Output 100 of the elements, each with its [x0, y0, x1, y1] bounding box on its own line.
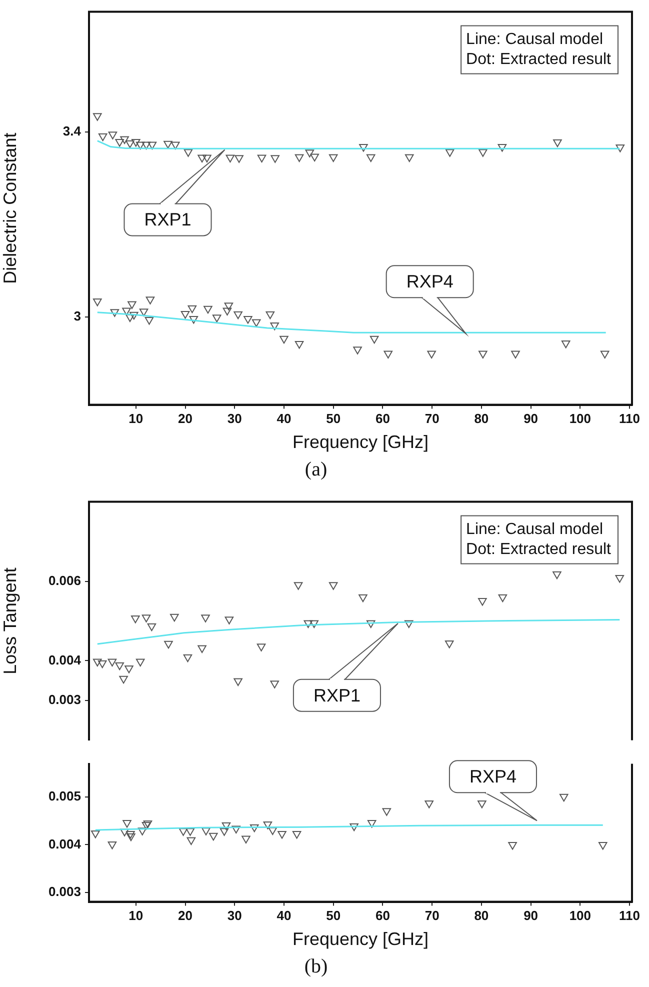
- x-tick-label: 60: [375, 411, 390, 426]
- point: [139, 308, 148, 316]
- point: [142, 142, 151, 150]
- point: [232, 826, 240, 834]
- x-tick-label: 110: [619, 411, 640, 426]
- point: [220, 828, 229, 836]
- point: [92, 113, 102, 121]
- point: [384, 350, 393, 358]
- point: [170, 614, 179, 622]
- x-tick-label: 30: [227, 411, 242, 426]
- x-tick-label: 20: [178, 411, 192, 426]
- point: [209, 832, 218, 841]
- point: [198, 645, 206, 654]
- point: [108, 841, 117, 850]
- point: [598, 842, 608, 850]
- point: [170, 142, 180, 150]
- point: [310, 620, 318, 628]
- x-tick-label: 50: [326, 908, 341, 924]
- point: [350, 823, 358, 832]
- text: (b): [304, 955, 328, 978]
- point: [234, 678, 242, 686]
- point: [328, 582, 338, 590]
- point: [178, 828, 188, 836]
- point: [353, 346, 362, 354]
- y-axis-title: Dielectric Constant: [0, 132, 20, 284]
- point: [120, 136, 129, 144]
- x-tick-label: 20: [178, 908, 192, 924]
- point: [198, 154, 206, 162]
- point: [202, 154, 212, 162]
- point: [126, 140, 134, 148]
- point: [427, 350, 436, 358]
- point: [122, 820, 132, 828]
- y-tick-label: 3: [74, 308, 81, 324]
- point: [131, 615, 140, 624]
- y-tick-label: 0.005: [48, 788, 81, 804]
- point: [404, 154, 414, 162]
- point: [270, 155, 280, 163]
- point: [126, 833, 136, 842]
- point: [252, 319, 261, 328]
- point: [222, 822, 231, 830]
- point: [305, 150, 314, 158]
- x-tick-label: 70: [424, 908, 440, 924]
- point: [404, 620, 414, 628]
- x-axis-title: Frequency [GHz]: [292, 432, 429, 452]
- y-tick-label: 0.006: [48, 572, 81, 588]
- x-tick-label: 110: [619, 908, 640, 924]
- point: [224, 616, 234, 624]
- point: [183, 654, 192, 662]
- point: [250, 824, 259, 832]
- point: [126, 831, 135, 839]
- point: [234, 155, 244, 163]
- point: [444, 640, 454, 648]
- annotation: RXP4: [406, 272, 454, 292]
- point: [122, 308, 131, 316]
- point: [222, 308, 232, 316]
- point: [616, 144, 625, 152]
- x-tick-label: 10: [128, 908, 144, 924]
- point: [188, 305, 197, 314]
- point: [310, 154, 319, 162]
- point: [358, 594, 368, 602]
- point: [615, 574, 624, 583]
- point: [266, 311, 275, 320]
- point: [146, 296, 155, 304]
- point: [124, 666, 134, 674]
- y-axis-title: Loss Tangent: [0, 568, 20, 674]
- point: [142, 614, 151, 622]
- point: [212, 314, 222, 322]
- point: [478, 350, 488, 358]
- point: [226, 154, 235, 162]
- point: [98, 660, 107, 668]
- point: [132, 138, 140, 147]
- x-tick-label: 60: [375, 908, 390, 924]
- point: [561, 340, 570, 348]
- point: [186, 828, 195, 836]
- x-tick-label: 100: [569, 411, 592, 426]
- point: [498, 594, 508, 602]
- point: [108, 658, 117, 667]
- point: [244, 316, 252, 324]
- y-tick-label: 0.004: [48, 836, 82, 852]
- point: [359, 144, 368, 152]
- point: [144, 316, 154, 325]
- annotation: Dot: Extracted result: [466, 541, 612, 558]
- point: [328, 154, 338, 162]
- point: [478, 800, 486, 808]
- x-tick-label: 90: [524, 908, 538, 924]
- x-tick-label: 10: [128, 411, 144, 426]
- point: [130, 312, 138, 320]
- point: [108, 132, 118, 140]
- point: [115, 662, 124, 670]
- point: [498, 144, 507, 152]
- point: [186, 837, 196, 845]
- point: [91, 830, 100, 838]
- point: [257, 154, 266, 162]
- point: [292, 831, 302, 839]
- point: [201, 614, 210, 622]
- point: [234, 311, 242, 320]
- point: [224, 302, 234, 310]
- point: [242, 836, 250, 844]
- x-tick-label: 50: [326, 411, 341, 426]
- point: [445, 149, 454, 157]
